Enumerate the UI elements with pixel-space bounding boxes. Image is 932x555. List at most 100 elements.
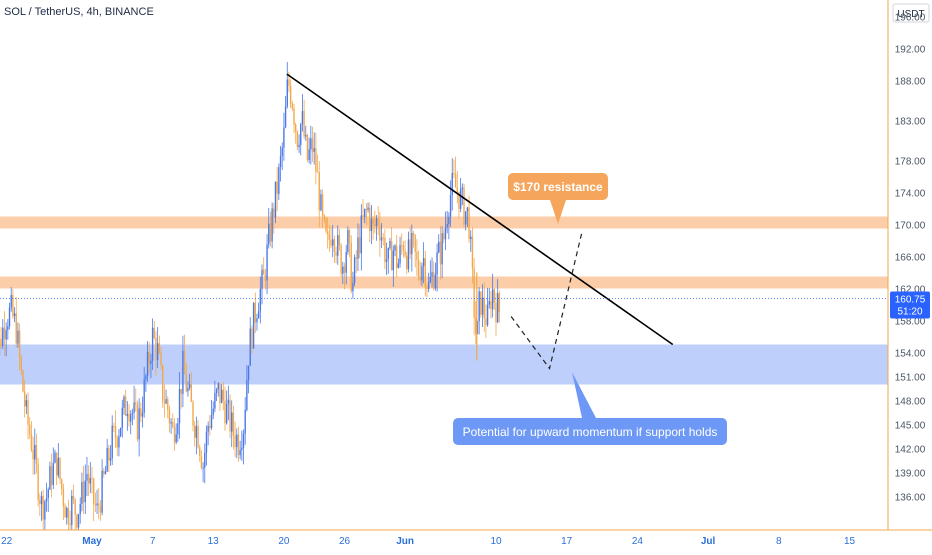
- candle-body: [457, 187, 458, 191]
- candle-body: [467, 207, 468, 211]
- candle-body: [154, 328, 155, 338]
- candle-body: [186, 374, 187, 391]
- candle-body: [101, 471, 102, 513]
- candle-body: [431, 272, 432, 277]
- candle-body: [420, 277, 421, 281]
- candle-body: [63, 489, 64, 506]
- candle-body: [155, 338, 156, 360]
- candle-body: [460, 189, 461, 209]
- candle-body: [468, 207, 469, 239]
- candle-body: [263, 270, 264, 275]
- price-tick-label: 192.00: [895, 45, 926, 56]
- candle-body: [80, 504, 81, 514]
- candle-body: [39, 500, 40, 504]
- candle-body: [303, 111, 304, 137]
- candle-body: [36, 445, 37, 464]
- candle-body: [71, 496, 72, 525]
- candle-body: [138, 408, 139, 439]
- candle-body: [98, 503, 99, 506]
- candle-body: [305, 135, 306, 136]
- candle-body: [34, 445, 35, 459]
- candle-body: [408, 239, 409, 269]
- candle-body: [142, 413, 143, 417]
- price-axis[interactable]: USDT 136.00139.00142.00145.00148.00151.0…: [888, 0, 932, 550]
- candle-body: [241, 448, 242, 450]
- candle-body: [159, 343, 160, 352]
- candle-body: [366, 209, 367, 210]
- price-tick-label: 142.00: [895, 445, 926, 456]
- candle-body: [312, 138, 313, 151]
- resistance-callout[interactable]: $170 resistance: [508, 173, 608, 224]
- candle-body: [78, 514, 79, 527]
- time-tick-label: 26: [339, 536, 351, 547]
- candle-body: [278, 167, 279, 194]
- candle-body: [440, 242, 441, 265]
- price-tick-label: 170.00: [895, 221, 926, 232]
- candle-body: [308, 149, 309, 160]
- candle-body: [0, 339, 1, 346]
- candle-body: [90, 478, 91, 483]
- candle-body: [181, 389, 182, 394]
- candle-body: [411, 233, 412, 254]
- candle-body: [22, 371, 23, 392]
- price-tick-label: 139.00: [895, 469, 926, 480]
- candle-body: [465, 211, 466, 224]
- support-zone: [0, 345, 888, 385]
- candle-body: [478, 291, 479, 321]
- candle-layer: [0, 62, 500, 541]
- candle-body: [293, 108, 294, 124]
- price-tick-label: 183.00: [895, 117, 926, 128]
- candle-body: [352, 283, 353, 291]
- candle-body: [426, 287, 427, 289]
- candle-body: [44, 501, 45, 519]
- candle-body: [164, 402, 165, 404]
- candle-body: [280, 156, 281, 167]
- candle-body: [61, 479, 62, 489]
- candle-body: [85, 481, 86, 503]
- candle-body: [421, 266, 422, 280]
- candle-body: [317, 172, 318, 173]
- candle-body: [327, 231, 328, 234]
- candle-body: [377, 218, 378, 225]
- candle-body: [283, 127, 284, 147]
- candle-body: [118, 436, 119, 447]
- candle-body: [194, 426, 195, 438]
- candle-body: [393, 251, 394, 271]
- candle-body: [238, 435, 239, 456]
- resistance-zone: [0, 277, 888, 289]
- candle-body: [100, 507, 101, 513]
- candle-body: [66, 508, 67, 518]
- candle-body: [211, 415, 212, 428]
- price-tick-label: 148.00: [895, 397, 926, 408]
- candle-body: [2, 328, 3, 346]
- candle-body: [386, 259, 387, 262]
- candle-body: [214, 393, 215, 409]
- time-axis-background: [0, 530, 932, 550]
- candle-body: [325, 219, 326, 231]
- candle-body: [361, 215, 362, 253]
- time-tick-label: 13: [208, 536, 220, 547]
- candle-body: [123, 397, 124, 408]
- price-tick-label: 166.00: [895, 253, 926, 264]
- price-tick-label: 136.00: [895, 493, 926, 504]
- candle-body: [243, 434, 244, 448]
- candle-body: [204, 453, 205, 468]
- time-tick-label: 8: [776, 536, 782, 547]
- candle-body: [189, 384, 190, 387]
- candle-body: [26, 400, 27, 406]
- time-tick-label: May: [82, 536, 102, 547]
- candle-body: [169, 410, 170, 424]
- candle-body: [265, 275, 266, 281]
- time-tick-label: 20: [278, 536, 290, 547]
- candle-body: [219, 383, 220, 403]
- candle-body: [315, 148, 316, 171]
- candle-body: [29, 425, 30, 435]
- candle-body: [403, 245, 404, 251]
- candle-body: [287, 79, 288, 106]
- candle-body: [430, 277, 431, 282]
- candle-body: [314, 148, 315, 152]
- candle-body: [448, 217, 449, 224]
